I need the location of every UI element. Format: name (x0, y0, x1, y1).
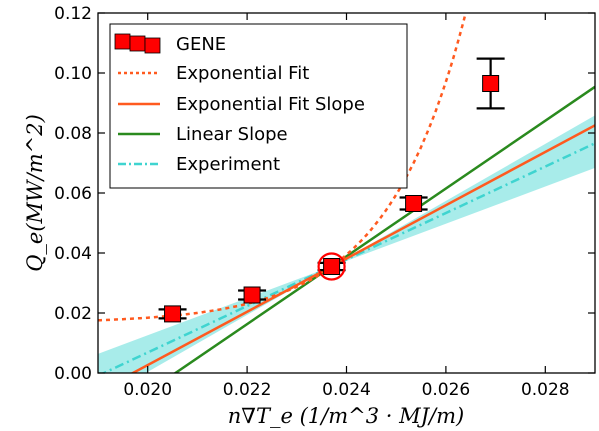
linear-slope-line (173, 85, 595, 373)
ticks-layer: 0.020 0.022 0.024 0.026 0.028 0.00 0.02 0.04 0.0… (54, 4, 595, 400)
legend-item-experiment: Experiment (118, 154, 280, 175)
legend-item-exponential-fit: Exponential Fit (118, 63, 309, 84)
legend-label-exponential-fit: Exponential Fit (176, 63, 309, 84)
y-tick-label-6: 0.12 (54, 4, 92, 24)
x-tick-label-3: 0.026 (422, 380, 471, 400)
legend-label-experiment: Experiment (176, 154, 280, 175)
legend-item-linear-slope: Linear Slope (118, 124, 288, 145)
experiment-uncertainty-band (98, 115, 595, 373)
gene-point-3 (405, 195, 423, 212)
y-axis-label: Q_e(MW/m^2) (23, 114, 47, 272)
x-tick-label-2: 0.024 (322, 380, 371, 400)
y-tick-label-2: 0.04 (54, 244, 92, 264)
y-tick-label-4: 0.08 (54, 124, 92, 144)
y-tick-label-5: 0.10 (54, 64, 92, 84)
legend-gene-marker-2 (129, 35, 146, 52)
gene-point-1 (243, 286, 261, 304)
x-tick-label-4: 0.028 (521, 380, 570, 400)
legend-item-exponential-fit-slope: Exponential Fit Slope (118, 94, 365, 115)
legend-gene-marker-3 (144, 37, 161, 54)
y-tick-label-3: 0.06 (54, 184, 92, 204)
y-tick-label-1: 0.02 (54, 304, 92, 324)
legend-label-gene: GENE (176, 34, 226, 55)
gene-point-4 (482, 75, 500, 92)
band-layer (98, 115, 595, 373)
gene-point-0 (164, 305, 182, 323)
y-tick-label-0: 0.00 (54, 364, 92, 384)
x-tick-label-1: 0.022 (223, 380, 272, 400)
legend-gene-marker-1 (114, 33, 131, 50)
x-axis-label: n∇T_e (1/m^3 · MJ/m) (228, 404, 464, 428)
gene-point-2 (323, 258, 341, 275)
legend: GENE Exponential Fit Exponential Fit Slo… (109, 23, 408, 189)
legend-frame (109, 23, 408, 189)
legend-label-linear-slope: Linear Slope (176, 124, 288, 145)
legend-item-gene: GENE (114, 33, 226, 55)
exponential-fit-slope-line (130, 124, 595, 373)
reference-circle-marker (317, 252, 346, 281)
points-layer (158, 57, 505, 323)
x-tick-label-0: 0.020 (123, 380, 172, 400)
legend-label-exponential-fit-slope: Exponential Fit Slope (176, 94, 365, 115)
